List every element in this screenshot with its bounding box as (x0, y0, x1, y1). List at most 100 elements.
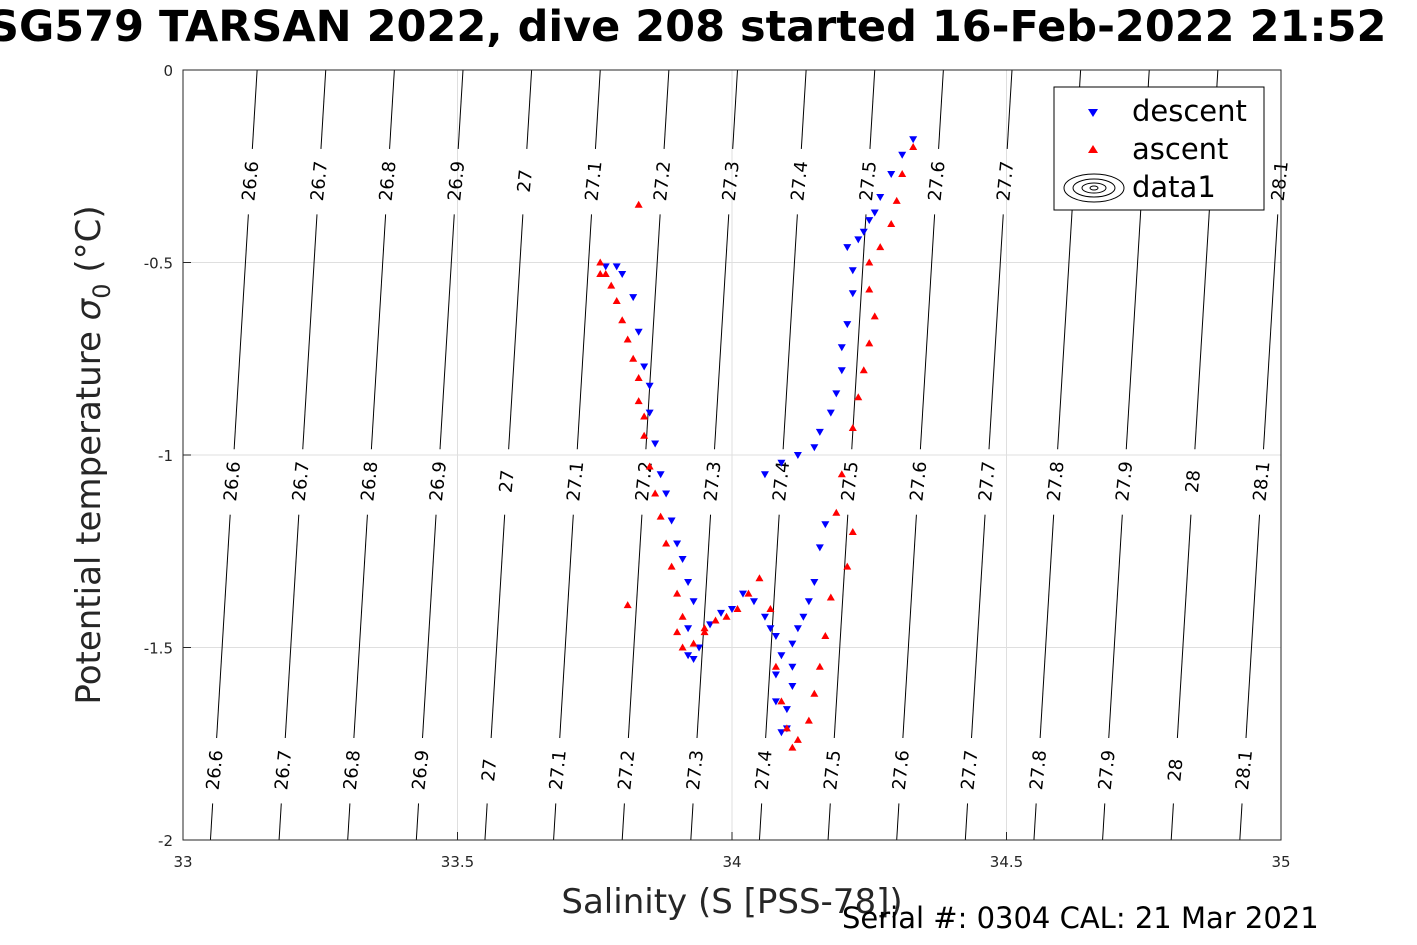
ascent-point (777, 697, 786, 705)
descent-point (634, 328, 643, 336)
descent-point (799, 613, 808, 621)
legend-descent-marker (1088, 109, 1098, 117)
density-contour-label: 26.6 (238, 160, 263, 202)
density-contour-line (233, 214, 249, 450)
grid-lines (183, 70, 1281, 840)
descent-point (777, 459, 786, 467)
ascent-point (865, 339, 874, 347)
density-contour-line (827, 803, 831, 841)
density-contour-line (988, 214, 1004, 450)
density-contour-line (663, 69, 670, 149)
density-contour-label: 27.6 (925, 160, 950, 202)
ascent-point (711, 616, 720, 624)
descent-point (760, 613, 769, 621)
descent-point (673, 540, 682, 548)
ascent-point (843, 562, 852, 570)
ascent-point (678, 612, 687, 620)
descent-point (854, 236, 863, 244)
density-contour-label: 28 (1164, 758, 1187, 783)
y-tick-label: -0.5 (144, 255, 173, 273)
ascent-point (755, 574, 764, 582)
ascent-point (667, 562, 676, 570)
y-tick-label: -2 (158, 832, 173, 850)
density-contour-label: 27.7 (975, 460, 1000, 502)
density-contour-line (645, 214, 661, 450)
y-tick-label: -1 (158, 447, 173, 465)
y-axis-label-subscript: 0 (88, 283, 116, 298)
density-contour-label: 28.1 (1232, 749, 1257, 791)
ascent-point (887, 220, 896, 227)
ascent-point (804, 716, 813, 724)
descent-point (717, 609, 726, 617)
data-points (596, 136, 918, 751)
density-contour-label: 27.4 (752, 749, 777, 791)
density-contour-line (896, 803, 900, 841)
legend-descent-label: descent (1132, 94, 1247, 128)
ascent-point (629, 354, 638, 362)
descent-point (843, 321, 852, 329)
x-axis-label: Salinity (S [PSS-78]) (561, 882, 902, 922)
density-contour-label: 26.8 (340, 749, 365, 791)
descent-point (771, 698, 780, 706)
ascent-point (854, 393, 863, 401)
ascent-point (634, 200, 643, 208)
ascent-point (793, 735, 802, 743)
density-contour-label: 27.4 (769, 460, 794, 502)
ascent-point (618, 316, 627, 324)
descent-point (728, 606, 736, 613)
ascent-point (876, 243, 885, 251)
descent-point (909, 136, 918, 144)
density-contour-labels: 26.6 26.7 26.8 26.9 27 27.1 27.2 27.3 27.4 27.5 27… (203, 160, 1293, 791)
density-contour-line (320, 69, 327, 149)
density-contour-line (1245, 514, 1261, 739)
x-tick-label: 34.5 (990, 853, 1023, 871)
density-contour-line (627, 514, 643, 739)
ascent-point (832, 508, 841, 516)
density-contour-line (251, 69, 258, 149)
density-contour-label: 27.1 (546, 749, 571, 791)
ascent-point (651, 489, 660, 497)
ascent-point (733, 605, 742, 612)
ascent-point (865, 258, 874, 266)
ascent-point (870, 312, 879, 320)
density-contour-line (490, 514, 506, 739)
density-contour-label: 26.9 (409, 749, 434, 791)
ascent-point (634, 374, 643, 381)
density-contour-line (594, 69, 601, 149)
ascent-point (673, 589, 682, 597)
descent-point (684, 579, 693, 587)
density-contour-label: 27.6 (889, 749, 914, 791)
y-axis-label: Potential temperature σ0 (°C) (69, 205, 116, 704)
descent-point (684, 652, 693, 660)
density-contour-line (1176, 514, 1192, 739)
density-contour-label: 27.1 (563, 460, 588, 502)
descent-point (645, 382, 654, 390)
y-tick-label: -1.5 (144, 640, 173, 658)
density-contour-line (851, 214, 867, 450)
y-axis-ticks: 0 -0.5 -1 -1.5 -2 (144, 62, 191, 850)
descent-point (689, 656, 698, 664)
descent-point (766, 625, 775, 633)
density-contour-label: 26.9 (426, 460, 451, 502)
density-contour-line (508, 214, 524, 450)
descent-point (832, 390, 841, 398)
descent-point (612, 263, 621, 271)
descent-point (689, 598, 698, 606)
density-contour-label: 27.5 (838, 460, 863, 502)
density-contour-label: 27.9 (1095, 749, 1120, 791)
density-contours (209, 69, 1279, 841)
density-contour-line (457, 69, 464, 149)
density-contour-label: 27.8 (1044, 460, 1069, 502)
chart-title: SG579 TARSAN 2022, dive 208 started 16-F… (0, 2, 1387, 52)
density-contour-line (347, 803, 351, 841)
density-contour-line (1102, 803, 1106, 841)
ascent-point (673, 628, 682, 636)
density-contour-label: 27.3 (719, 160, 744, 202)
density-contour-label: 28 (1182, 469, 1205, 494)
ascent-point (771, 662, 780, 670)
descent-point (667, 517, 676, 525)
serial-cal-footer: Serial #: 0304 CAL: 21 Mar 2021 (842, 901, 1319, 935)
density-contour-line (1006, 69, 1013, 149)
density-contour-label: 27.3 (701, 460, 726, 502)
descent-point (848, 267, 857, 275)
